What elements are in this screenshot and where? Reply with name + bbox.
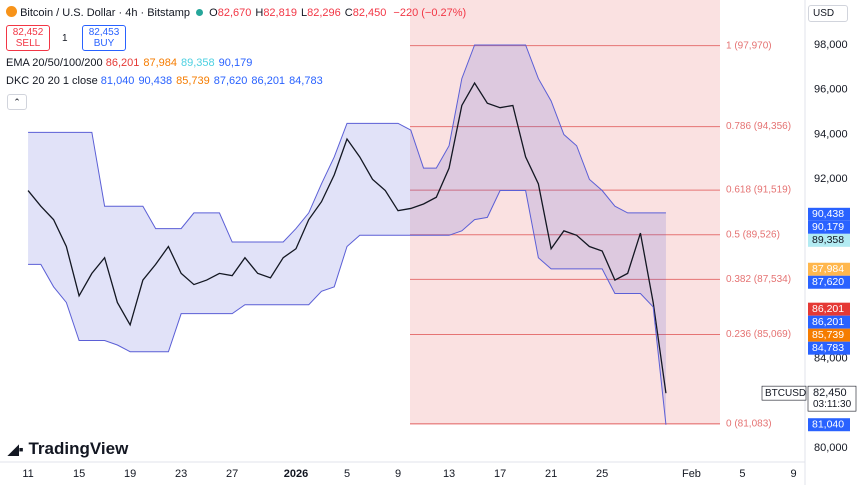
channel-line — [28, 190, 667, 425]
price-tag — [808, 220, 850, 234]
y-tick-label: 80,000 — [814, 442, 848, 454]
fib-label: 1 (97,970) — [726, 40, 772, 51]
price-tag-label: 87,984 — [812, 263, 844, 275]
price-tag — [808, 275, 850, 289]
ohlc-value: 82,819 — [263, 7, 297, 19]
price-tag — [808, 262, 850, 276]
price-tag-label: 81,040 — [812, 419, 844, 431]
price-line — [27, 81, 667, 394]
price-tag-label: 86,201 — [812, 303, 844, 315]
x-tick-label: 19 — [124, 468, 136, 480]
x-tick-label: 5 — [344, 468, 350, 480]
x-tick-label: 27 — [226, 468, 238, 480]
buy-label: BUY — [93, 38, 115, 49]
price-tag — [808, 315, 850, 329]
y-tick-label: 96,000 — [814, 84, 848, 96]
fib-label: 0.618 (91,519) — [726, 185, 791, 196]
x-tick-label: Feb — [682, 468, 701, 480]
ohlc-value: 82,296 — [307, 7, 341, 19]
price-tag — [808, 341, 850, 355]
spread: 1 — [62, 33, 68, 44]
sell-price: 82,452 — [12, 27, 44, 38]
price-tag-label: 89,358 — [812, 234, 844, 246]
y-tick-label: 92,000 — [814, 173, 848, 185]
dkc-value: 85,739 — [176, 75, 210, 87]
ema-row: EMA 20/50/100/200 86,201 87,984 89,358 90,1… — [6, 57, 256, 69]
ohlc-key: O — [209, 7, 218, 19]
y-tick-label: 98,000 — [814, 39, 848, 51]
buy-button[interactable]: 82,453 BUY — [82, 25, 126, 51]
ohlc-key: H — [255, 7, 264, 19]
brand: ◢▪ TradingView — [8, 439, 129, 458]
ema-value: 87,984 — [143, 57, 178, 69]
fib-label: 0.236 (85,069) — [726, 329, 791, 340]
ema-name: EMA 20/50/100/200 — [6, 57, 103, 69]
x-tick-label: 25 — [596, 468, 608, 480]
price-tag-label: 82,450 — [813, 387, 847, 399]
dkc-value: 81,040 — [100, 75, 135, 87]
brand-name: TradingView — [28, 439, 129, 458]
tag-name-box — [761, 385, 807, 401]
x-tick-label: 2026 — [284, 468, 308, 480]
fib-label: 0.5 (89,526) — [726, 229, 780, 240]
x-tick-label: 21 — [545, 468, 557, 480]
channel-line — [28, 44, 666, 243]
currency-button[interactable]: USD — [808, 5, 848, 22]
price-tag-label: 84,783 — [812, 342, 844, 354]
symbol: Bitcoin / U.S. Dollar · 4h · Bitstamp — [20, 7, 191, 19]
sell-button[interactable]: 82,452 SELL — [6, 25, 50, 51]
x-tick-label: 15 — [73, 468, 85, 480]
dkc-value: 86,201 — [251, 75, 286, 87]
price-tag-time: 03:11:30 — [813, 399, 852, 410]
status-dot — [196, 9, 204, 16]
x-tick-label: 11 — [22, 468, 33, 480]
price-tag-label: 85,739 — [812, 329, 844, 341]
range-box — [410, 0, 720, 425]
dkc-value: 84,783 — [289, 75, 323, 87]
fib-label: 0.382 (87,534) — [726, 274, 791, 285]
change: −220 (−0.27%) — [393, 7, 467, 19]
x-tick-label: 13 — [443, 468, 455, 480]
buy-price: 82,453 — [88, 27, 120, 38]
x-tick-label: 9 — [395, 468, 401, 480]
fib-label: 0.786 (94,356) — [726, 121, 791, 132]
tag-name: BTCUSD — [765, 388, 806, 399]
price-tag — [808, 207, 850, 221]
price-tag — [808, 418, 850, 432]
price-tag — [807, 385, 857, 412]
ema-value: 89,358 — [181, 57, 215, 69]
sell-label: SELL — [15, 38, 41, 49]
ema-value: 90,179 — [218, 57, 253, 69]
ohlc-value: 82,450 — [352, 7, 387, 19]
price-tag-label: 86,201 — [812, 316, 844, 328]
dkc-value: 87,620 — [213, 75, 248, 87]
ohlc-key: C — [344, 7, 353, 19]
y-tick-label: 94,000 — [814, 128, 848, 140]
price-tag — [808, 302, 850, 316]
symbol-row: Bitcoin / U.S. Dollar · 4h · Bitstamp O8… — [6, 6, 466, 19]
price-tag — [808, 233, 850, 247]
ohlc-value: 82,670 — [217, 7, 252, 19]
ohlc-key: L — [300, 7, 308, 19]
channel-fill — [28, 45, 666, 425]
collapse-button[interactable]: ⌃ — [7, 94, 27, 110]
price-tag-label: 90,438 — [812, 208, 844, 220]
x-tick-label: 17 — [494, 468, 506, 480]
x-tick-label: 23 — [175, 468, 187, 480]
btc-icon — [6, 6, 17, 17]
x-tick-label: 5 — [739, 468, 745, 480]
ohlc: O82,670 H82,819 L82,296 C82,450 — [209, 7, 390, 19]
x-tick-label: 9 — [790, 468, 796, 480]
dkc-name: DKC 20 20 1 close — [6, 75, 98, 87]
price-tag-label: 90,179 — [812, 221, 844, 233]
dkc-row: DKC 20 20 1 close 81,040 90,438 85,739 87,6… — [6, 75, 327, 87]
dkc-value: 90,438 — [138, 75, 173, 87]
fib-label: 0 (81,083) — [726, 418, 772, 429]
ema-value: 86,201 — [105, 57, 140, 69]
y-tick-label: 84,000 — [814, 352, 848, 364]
price-tag — [808, 328, 850, 342]
price-tag-label: 87,620 — [812, 276, 844, 288]
